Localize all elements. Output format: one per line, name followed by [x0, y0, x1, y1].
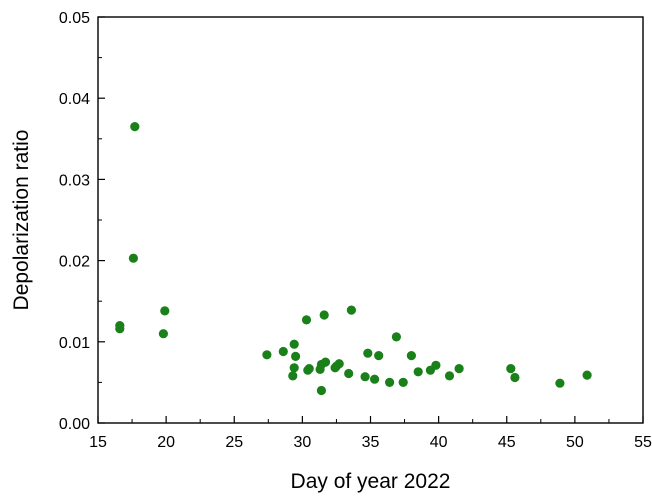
x-axis-title: Day of year 2022 [291, 470, 451, 493]
data-point [344, 368, 354, 379]
data-point [304, 364, 314, 374]
data-point [506, 364, 516, 374]
x-tick-label: 55 [634, 434, 652, 451]
data-point [291, 351, 301, 361]
x-tick-label: 25 [225, 434, 243, 451]
y-axis-title: Depolarization ratio [10, 130, 33, 311]
data-point [406, 351, 416, 361]
x-tick-label: 45 [498, 434, 516, 451]
x-tick-label: 40 [430, 434, 448, 451]
y-tick-label: 0.04 [59, 91, 90, 108]
data-point [370, 374, 380, 384]
x-tick-label: 35 [362, 434, 380, 451]
data-point [510, 372, 520, 383]
plot-frame [97, 16, 644, 424]
data-point [128, 253, 138, 263]
y-tick-label: 0.01 [59, 335, 90, 352]
data-point [301, 315, 312, 325]
x-tick-label: 50 [566, 434, 584, 451]
data-point [320, 357, 331, 367]
y-tick-labels: 0.00 0.01 0.02 0.03 0.04 0.05 [59, 10, 90, 433]
data-point [398, 377, 408, 387]
data-point [444, 371, 455, 381]
axis-ticks [97, 16, 644, 424]
data-point [319, 310, 329, 320]
data-point [454, 364, 464, 374]
data-point [385, 377, 395, 387]
data-point [289, 363, 299, 373]
data-point [316, 385, 326, 396]
data-point [288, 371, 298, 381]
data-point [160, 306, 170, 316]
data-point [262, 350, 272, 360]
data-point [289, 339, 299, 349]
data-point [374, 351, 384, 361]
data-point [115, 321, 125, 331]
data-point [413, 367, 423, 377]
x-tick-labels: 15 20 25 30 35 40 45 50 55 [89, 434, 652, 451]
data-point [278, 346, 288, 357]
data-point [431, 360, 441, 370]
data-point [346, 305, 356, 315]
data-point [360, 372, 370, 382]
data-point [555, 378, 565, 388]
data-point [582, 370, 592, 380]
data-point [158, 329, 168, 339]
data-point [363, 348, 373, 358]
data-point [391, 332, 401, 342]
data-point [334, 359, 344, 369]
data-points [115, 122, 592, 396]
x-tick-label: 20 [157, 434, 175, 451]
y-tick-label: 0.03 [59, 172, 90, 189]
y-tick-label: 0.02 [59, 254, 90, 271]
y-tick-label: 0.00 [59, 416, 90, 433]
y-tick-label: 0.05 [59, 10, 90, 27]
data-point [130, 122, 140, 132]
x-tick-label: 30 [293, 434, 311, 451]
x-tick-label: 15 [89, 434, 107, 451]
